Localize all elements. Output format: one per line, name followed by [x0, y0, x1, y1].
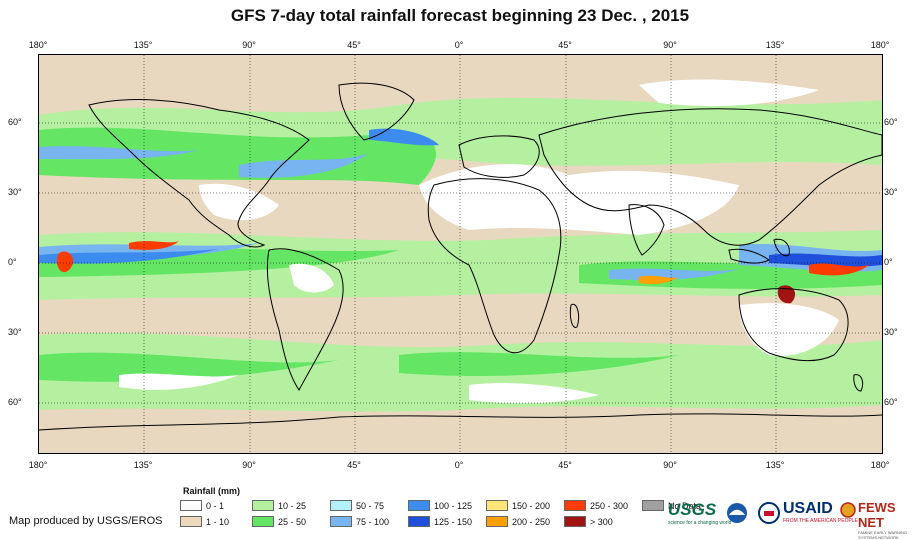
fews-logo: FEWS NET FAMINE EARLY WARNING SYSTEMS NE…: [840, 500, 918, 540]
lon-label-bottom: 135°: [765, 460, 785, 470]
lon-label-bottom: 45°: [347, 460, 361, 470]
legend-item: 50 - 75: [330, 500, 384, 511]
lon-label-bottom: 90°: [242, 460, 256, 470]
legend-label: 1 - 10: [206, 516, 230, 527]
legend-swatch: [564, 500, 586, 511]
fews-globe-icon: [840, 502, 856, 518]
legend-title: Rainfall (mm): [183, 486, 241, 496]
legend-item: 1 - 10: [180, 516, 229, 527]
legend-item: 150 - 200: [486, 500, 550, 511]
legend: 0 - 1 1 - 10 10 - 25 25 - 50 50 - 75 75 - 100…: [180, 500, 701, 534]
usaid-tagline: FROM THE AMERICAN PEOPLE: [783, 518, 858, 524]
lat-label-right: 60°: [884, 397, 898, 407]
legend-label: 150 - 200: [512, 500, 551, 511]
lon-label-bottom: 90°: [663, 460, 677, 470]
legend-item: 25 - 50: [252, 516, 306, 527]
lon-label-bottom: 180°: [870, 460, 890, 470]
legend-swatch: [564, 516, 586, 527]
lon-label-bottom: 180°: [28, 460, 48, 470]
usaid-seal-icon: [758, 502, 780, 524]
lat-label-right: 30°: [884, 327, 898, 337]
legend-item: No Data: [642, 500, 701, 511]
legend-label: 250 - 300: [590, 500, 629, 511]
map-credit: Map produced by USGS/EROS: [9, 515, 163, 527]
rainfall-bands: [39, 97, 882, 412]
lon-label-top: 0°: [454, 40, 464, 50]
legend-swatch: [180, 500, 202, 511]
legend-swatch: [486, 516, 508, 527]
lat-label-right: 0°: [884, 257, 893, 267]
legend-label: > 300: [590, 516, 613, 527]
usgs-tagline: science for a changing world: [668, 520, 732, 526]
usaid-seal: [758, 502, 780, 529]
lon-label-bottom: 0°: [454, 460, 464, 470]
legend-swatch: [180, 516, 202, 527]
legend-label: 75 - 100: [356, 516, 390, 527]
legend-label: No Data: [668, 500, 702, 511]
legend-label: 0 - 1: [206, 500, 225, 511]
rainfall-map: [38, 54, 883, 454]
noaa-logo: [726, 502, 748, 529]
usgs-logo-text: USGS: [668, 500, 717, 519]
legend-item: 75 - 100: [330, 516, 389, 527]
lat-label-right: 60°: [884, 117, 898, 127]
legend-swatch: [330, 516, 352, 527]
legend-item: > 300: [564, 516, 613, 527]
legend-item: 200 - 250: [486, 516, 550, 527]
lat-label-right: 30°: [884, 187, 898, 197]
legend-swatch: [642, 500, 664, 511]
lon-label-bottom: 135°: [133, 460, 153, 470]
lon-label-top: 90°: [242, 40, 256, 50]
lon-label-bottom: 45°: [558, 460, 572, 470]
legend-label: 50 - 75: [356, 500, 385, 511]
legend-label: 10 - 25: [278, 500, 307, 511]
legend-swatch: [486, 500, 508, 511]
legend-label: 200 - 250: [512, 516, 551, 527]
legend-swatch: [408, 516, 430, 527]
legend-item: 250 - 300: [564, 500, 628, 511]
usaid-logo: USAID FROM THE AMERICAN PEOPLE: [783, 500, 858, 524]
legend-swatch: [330, 500, 352, 511]
coastlines: [39, 82, 882, 431]
lon-label-top: 180°: [870, 40, 890, 50]
noaa-emblem-icon: [727, 503, 747, 523]
legend-item: 10 - 25: [252, 500, 306, 511]
lat-label-left: 60°: [8, 117, 22, 127]
legend-swatch: [408, 500, 430, 511]
legend-label: 125 - 150: [434, 516, 473, 527]
fews-tagline: FAMINE EARLY WARNING SYSTEMS NETWORK: [858, 530, 908, 540]
lat-label-left: 30°: [8, 187, 22, 197]
legend-swatch: [252, 500, 274, 511]
usgs-logo: USGS science for a changing world: [668, 500, 731, 526]
legend-label: 25 - 50: [278, 516, 307, 527]
rainfall-map-graphic: [39, 55, 882, 453]
logos: USGS science for a changing world USAID …: [668, 496, 918, 540]
lon-label-top: 180°: [28, 40, 48, 50]
legend-label: 100 - 125: [434, 500, 473, 511]
legend-item: 125 - 150: [408, 516, 472, 527]
lon-label-top: 135°: [133, 40, 153, 50]
lat-label-left: 60°: [8, 397, 22, 407]
graticule: [39, 55, 882, 453]
lon-label-top: 135°: [765, 40, 785, 50]
legend-item: 0 - 1: [180, 500, 224, 511]
lat-label-left: 30°: [8, 327, 22, 337]
map-title: GFS 7-day total rainfall forecast beginn…: [230, 6, 690, 25]
lon-label-top: 90°: [663, 40, 677, 50]
legend-item: 100 - 125: [408, 500, 472, 511]
fews-logo-text: FEWS NET: [858, 500, 896, 530]
lon-label-top: 45°: [347, 40, 361, 50]
lon-label-top: 45°: [558, 40, 572, 50]
usaid-logo-text: USAID: [783, 500, 833, 517]
legend-swatch: [252, 516, 274, 527]
lat-label-left: 0°: [8, 257, 17, 267]
